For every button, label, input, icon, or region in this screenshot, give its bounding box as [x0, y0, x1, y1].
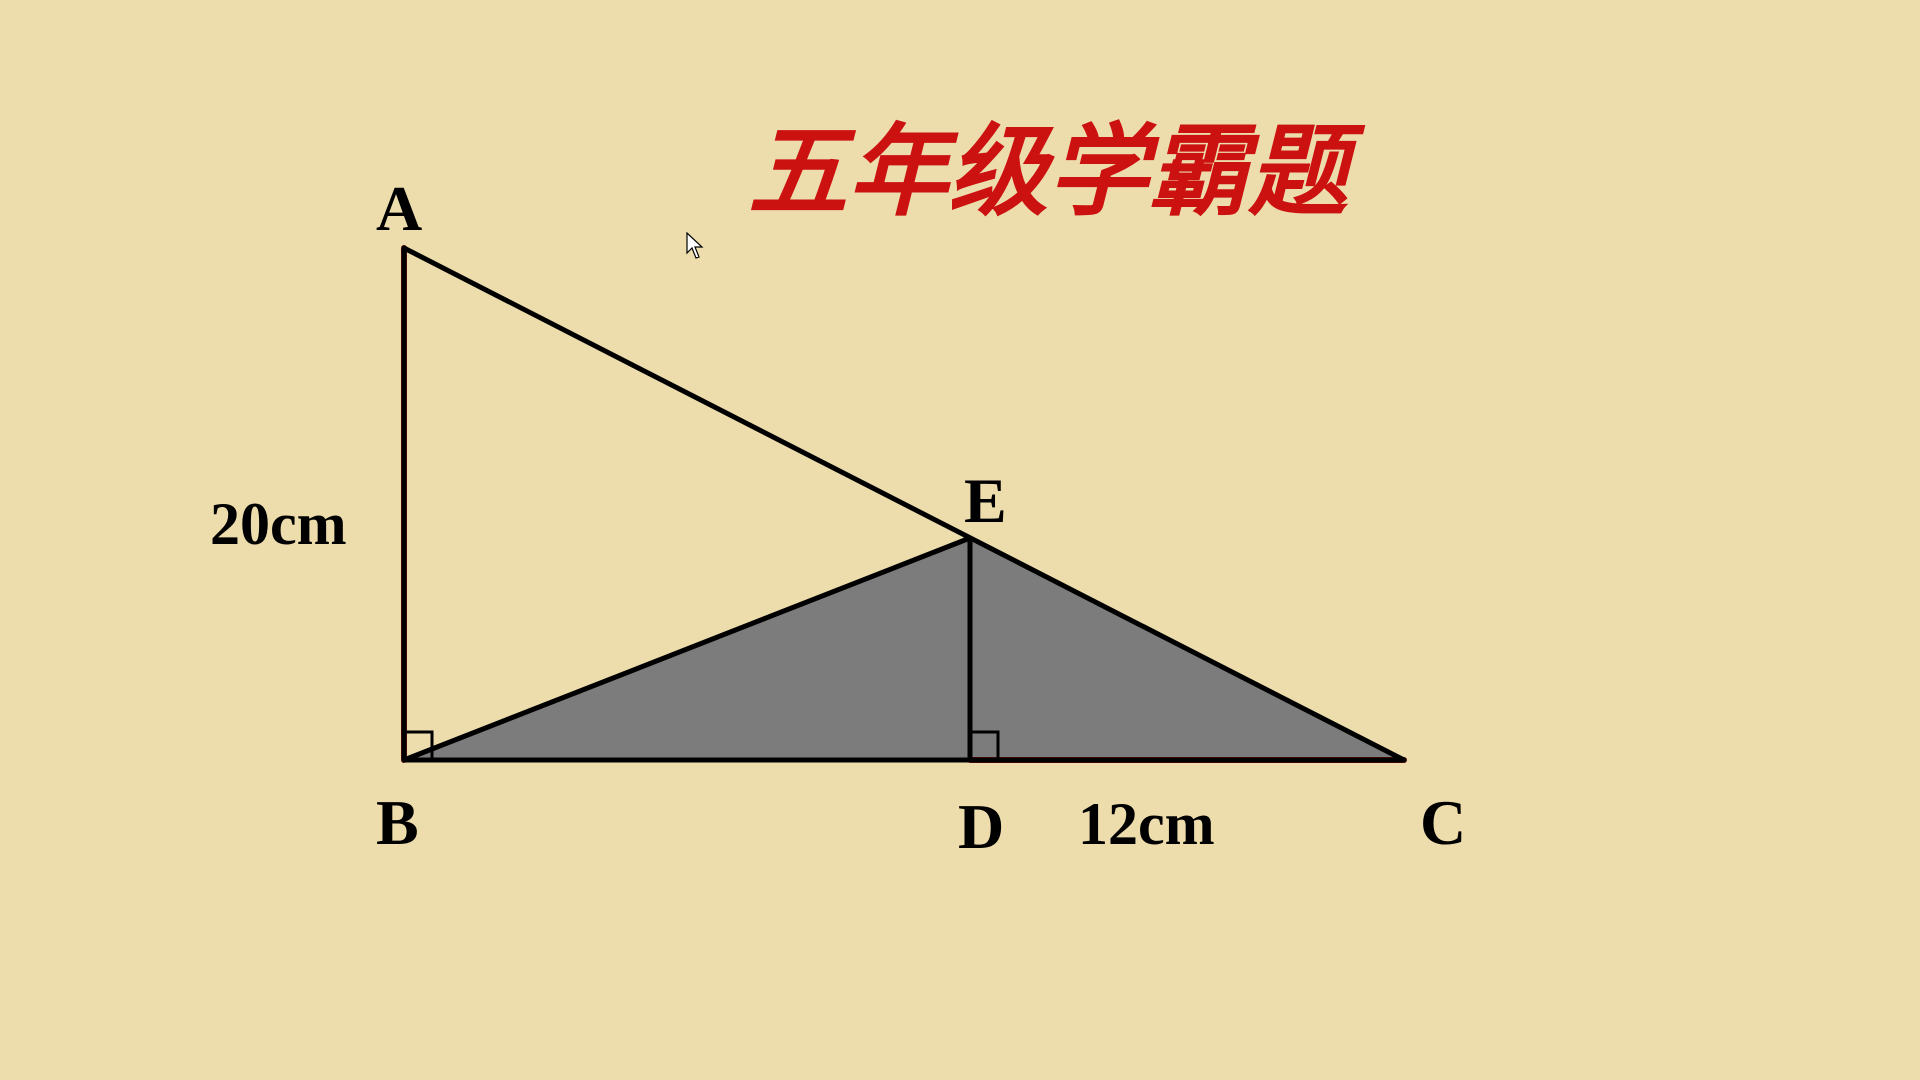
- length-label-DC: 12cm: [1078, 790, 1215, 859]
- point-label-B: B: [376, 786, 419, 860]
- point-label-C: C: [1420, 786, 1466, 860]
- point-label-D: D: [958, 790, 1004, 864]
- point-label-A: A: [376, 172, 422, 246]
- diagram-title: 五年级学霸题: [748, 90, 1348, 235]
- point-label-E: E: [964, 464, 1007, 538]
- diagram-stage: 五年级学霸题 A B C D E 20cm 12cm: [0, 0, 1920, 1080]
- shaded-triangle: [404, 538, 1404, 760]
- length-label-AB: 20cm: [210, 490, 347, 559]
